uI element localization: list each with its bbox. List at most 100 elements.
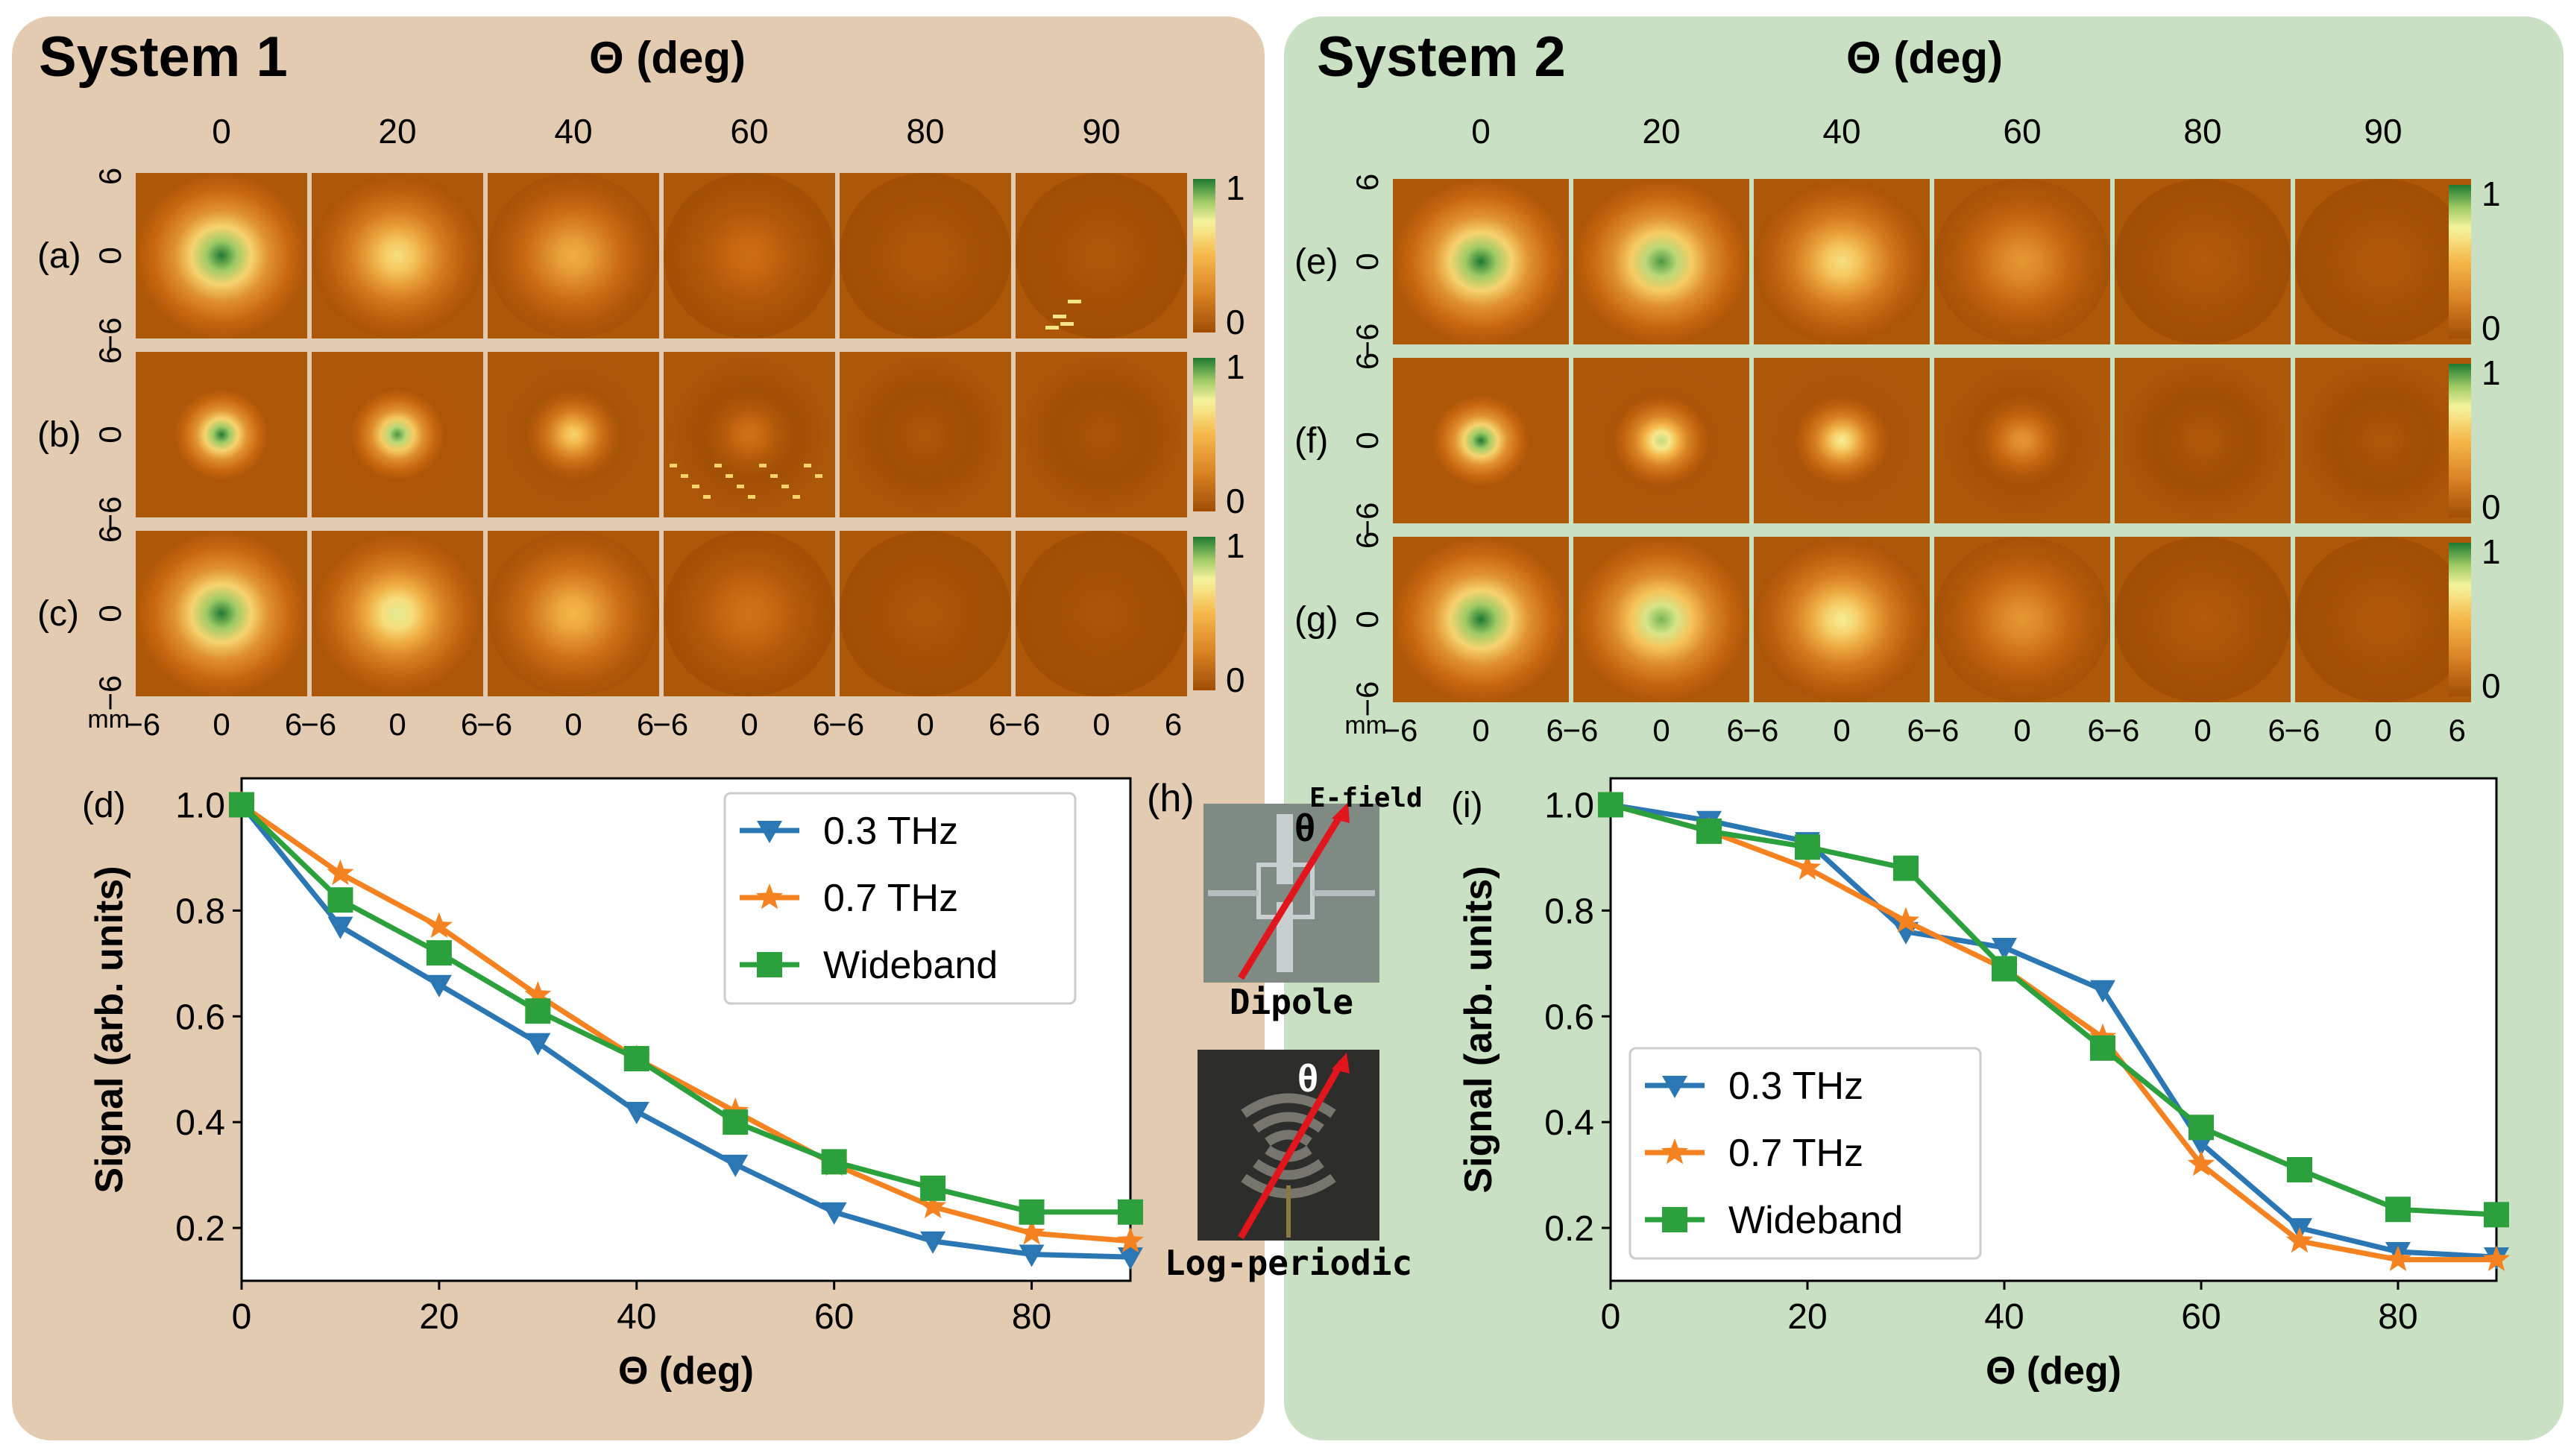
- marker-square: [229, 792, 254, 818]
- colorbar: [2449, 185, 2471, 338]
- x-tick-label: 0: [1601, 1297, 1621, 1337]
- marker-square: [2188, 1115, 2214, 1141]
- speckle: [748, 495, 755, 499]
- intensity-map-80deg: [840, 173, 1011, 338]
- y-tick-label: 0.6: [175, 998, 225, 1037]
- map-xtick-label: −6: [1562, 713, 1598, 748]
- intensity-map-80deg: [2115, 179, 2291, 344]
- marker-star: [2384, 1245, 2412, 1271]
- colorbar: [1193, 537, 1215, 690]
- intensity-map-60deg: [1934, 358, 2110, 523]
- map-ytick-label: −6: [92, 497, 128, 532]
- legend-label: Wideband: [823, 944, 998, 987]
- speckle: [1068, 300, 1081, 303]
- intensity-map-90deg: [1016, 352, 1187, 517]
- marker-star: [327, 859, 354, 886]
- y-tick-label: 0.4: [1544, 1103, 1594, 1143]
- map-xtick-label: −6: [1743, 713, 1778, 748]
- map-ytick-label: −6: [1350, 502, 1385, 538]
- map-xtick-label: −6: [125, 707, 160, 742]
- x-axis-label: Θ (deg): [618, 1349, 754, 1393]
- logperiodic-theta: θ: [1297, 1057, 1318, 1100]
- map-ytick-label: 0: [1350, 432, 1385, 449]
- angle-label-0: 0: [1471, 112, 1491, 151]
- speckle: [770, 474, 778, 478]
- marker-square: [623, 1046, 649, 1072]
- x-tick-label: 20: [1787, 1297, 1827, 1337]
- speckle: [1045, 326, 1059, 330]
- marker-star: [425, 912, 453, 938]
- marker-triangle: [2090, 980, 2115, 1003]
- colorbar-min-label: 0: [1226, 661, 1245, 699]
- intensity-map-40deg: [1754, 537, 1930, 702]
- marker-square: [723, 1109, 749, 1135]
- marker-star: [1661, 1138, 1689, 1165]
- series-line-0: [1610, 802, 2497, 1260]
- intensity-map-20deg: [312, 352, 483, 517]
- efield-label: E-field: [1309, 783, 1423, 813]
- map-xtick-label: 6: [989, 707, 1006, 742]
- dipole-line-right: [1312, 890, 1375, 896]
- intensity-map-80deg: [840, 531, 1011, 696]
- map-ytick-label: 6: [1350, 174, 1385, 191]
- marker-square: [1118, 1199, 1143, 1225]
- legend-label: 0.3 THz: [823, 810, 958, 853]
- speckle: [681, 474, 688, 478]
- map-xtick-label: −6: [1923, 713, 1959, 748]
- marker-square: [327, 887, 353, 913]
- panel-label: (d): [82, 786, 126, 825]
- map-xtick-label: 0: [2194, 713, 2211, 748]
- intensity-map-40deg: [488, 531, 659, 696]
- intensity-map-0deg: [136, 352, 307, 517]
- map-xtick-label: 6: [2087, 713, 2104, 748]
- map-xtick-label: −6: [300, 707, 336, 742]
- map-xtick-label: 0: [740, 707, 758, 742]
- y-tick-label: 0.4: [175, 1103, 225, 1143]
- legend-box: [1628, 1047, 1982, 1260]
- map-ytick-label: 0: [92, 426, 128, 443]
- marker-triangle: [623, 1101, 649, 1124]
- intensity-map-0deg: [1393, 179, 1569, 344]
- x-tick-label: 40: [1984, 1297, 2024, 1337]
- inset-label: (h): [1147, 777, 1195, 820]
- angle-label-90: 90: [2364, 112, 2402, 151]
- angle-label-60: 60: [730, 112, 768, 151]
- dipole-arrow-head: [1332, 802, 1350, 823]
- marker-square: [2385, 1197, 2411, 1223]
- colorbar-max-label: 1: [2482, 174, 2501, 213]
- speckle: [703, 495, 711, 499]
- marker-square: [1795, 834, 1820, 860]
- map-xtick-label: 6: [461, 707, 478, 742]
- marker-star: [755, 883, 784, 910]
- logperiodic-arrow-head: [1332, 1053, 1350, 1074]
- angle-label-40: 40: [554, 112, 592, 151]
- system2-title: System 2: [1317, 25, 1566, 89]
- map-xtick-label: 0: [1092, 707, 1110, 742]
- row-label: (c): [37, 594, 79, 634]
- map-xtick-label: −6: [2103, 713, 2139, 748]
- map-xtick-label: 6: [813, 707, 830, 742]
- system2-theta-header: Θ (deg): [1846, 33, 2003, 83]
- map-xtick-label: −6: [476, 707, 512, 742]
- unit-label: mm: [1344, 711, 1387, 740]
- intensity-map-60deg: [664, 173, 835, 338]
- speckle: [692, 485, 699, 488]
- legend: 0.3 THz 0.7 THz Wideband: [1628, 1047, 1982, 1260]
- colorbar-max-label: 1: [2482, 532, 2501, 571]
- marker-star: [1116, 1226, 1145, 1253]
- colorbar-max-label: 1: [1226, 347, 1245, 386]
- legend-label: 0.7 THz: [1728, 1132, 1863, 1175]
- map-ytick-label: −6: [1350, 681, 1385, 717]
- map-xtick-label: 6: [1546, 713, 1563, 748]
- marker-square: [821, 1149, 847, 1175]
- dipole-line-left: [1208, 890, 1259, 896]
- chart-i: 0 20 40 60 80 0.2 0.4 0.6 0.8 1.0 Θ (deg) Signal (a…: [1451, 777, 2511, 1393]
- marker-star: [1018, 1219, 1045, 1245]
- map-xtick-label: 0: [916, 707, 934, 742]
- marker-star: [2482, 1245, 2511, 1271]
- map-ytick-label: 6: [92, 347, 128, 364]
- x-tick-label: 60: [814, 1297, 854, 1337]
- map-xtick-label: 0: [1472, 713, 1489, 748]
- intensity-map-40deg: [1754, 179, 1930, 344]
